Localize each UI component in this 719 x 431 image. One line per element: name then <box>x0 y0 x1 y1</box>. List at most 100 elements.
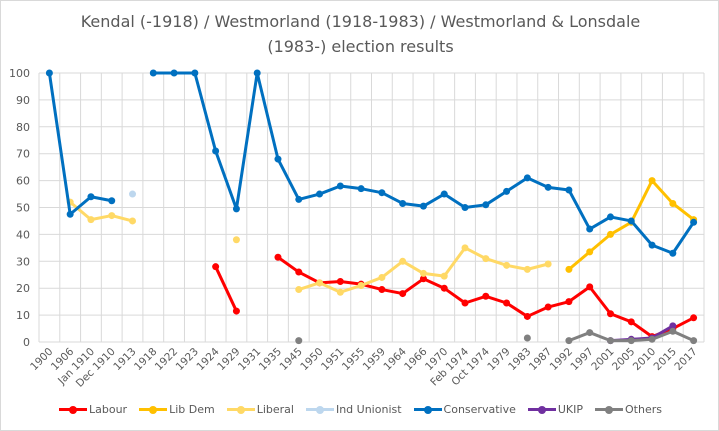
x-tick-label: 1922 <box>153 346 180 373</box>
legend-marker-icon <box>413 405 442 414</box>
data-point-conservative <box>149 69 157 77</box>
legend-marker-icon <box>139 405 168 414</box>
data-point-lib-dem <box>669 199 677 207</box>
data-point-liberal <box>357 282 365 290</box>
data-point-conservative <box>295 195 303 203</box>
data-point-liberal <box>523 265 531 273</box>
data-point-liberal <box>87 216 95 224</box>
y-tick-label: 70 <box>16 148 30 161</box>
x-tick-label: 1935 <box>257 346 284 373</box>
x-tick-label: 1923 <box>174 346 201 373</box>
data-point-liberal <box>440 272 448 280</box>
y-tick-label: 100 <box>9 67 30 80</box>
y-tick-label: 80 <box>16 121 30 134</box>
data-point-liberal <box>419 269 427 277</box>
data-point-labour <box>461 299 469 307</box>
data-point-conservative <box>274 155 282 163</box>
data-point-labour <box>295 268 303 276</box>
legend-item-others: Others <box>595 403 662 416</box>
data-point-conservative <box>461 204 469 211</box>
legend-label: Lib Dem <box>169 403 215 416</box>
data-point-labour <box>419 275 427 283</box>
legend-marker-icon <box>226 405 255 414</box>
legend-marker-icon <box>59 405 87 414</box>
data-point-liberal <box>482 255 490 263</box>
x-tick-label: 1913 <box>111 346 138 373</box>
data-point-labour <box>212 263 220 271</box>
data-point-liberal <box>295 286 303 294</box>
data-point-lib-dem <box>565 265 573 273</box>
data-point-conservative <box>336 182 344 190</box>
data-point-labour <box>482 292 490 300</box>
legend-label: Conservative <box>443 403 516 416</box>
data-point-ind-unionist <box>129 190 137 198</box>
data-point-labour <box>440 284 448 292</box>
data-point-liberal <box>461 244 469 252</box>
data-point-conservative <box>253 69 261 77</box>
data-point-liberal <box>129 217 137 225</box>
data-point-conservative <box>690 218 698 226</box>
data-point-conservative <box>606 213 614 221</box>
y-tick-label: 10 <box>16 309 30 322</box>
data-point-conservative <box>108 197 116 205</box>
data-point-labour <box>336 277 344 285</box>
x-tick-label: 1983 <box>506 346 533 373</box>
legend-label: Liberal <box>256 403 294 416</box>
y-tick-label: 30 <box>16 255 30 268</box>
data-point-conservative <box>66 210 74 218</box>
series-line-labour <box>214 266 238 312</box>
data-point-conservative <box>170 69 178 77</box>
legend-item-conservative: Conservative <box>413 403 516 416</box>
legend-item-labour: Labour <box>59 403 127 416</box>
data-point-liberal <box>378 273 386 281</box>
data-point-conservative <box>45 69 53 77</box>
data-point-others <box>295 337 303 345</box>
data-point-labour <box>274 253 282 261</box>
x-tick-label: 2001 <box>589 346 616 373</box>
data-point-conservative <box>648 241 656 249</box>
data-point-labour <box>544 303 552 311</box>
legend-item-lib-dem: Lib Dem <box>139 403 215 416</box>
x-tick-label: 1945 <box>277 346 304 373</box>
data-point-conservative <box>440 190 448 198</box>
x-tick-label: 1951 <box>319 346 346 373</box>
legend-item-ukip: UKIP <box>527 403 583 416</box>
data-point-others <box>606 337 614 345</box>
data-point-conservative <box>669 249 677 257</box>
x-tick-label: 2010 <box>631 346 658 373</box>
data-point-conservative <box>378 189 386 197</box>
data-point-lib-dem <box>606 230 614 238</box>
data-point-labour <box>399 290 407 298</box>
data-point-labour <box>606 310 614 318</box>
data-point-conservative <box>627 217 635 225</box>
y-tick-label: 50 <box>16 202 30 215</box>
data-point-labour <box>503 299 511 307</box>
data-point-others <box>627 337 635 345</box>
legend: Labour Lib Dem Liberal Ind Unionist Conserva… <box>1 403 718 416</box>
data-point-conservative <box>232 205 240 213</box>
data-point-labour <box>627 318 635 326</box>
data-point-others <box>586 329 594 337</box>
data-point-conservative <box>357 185 365 193</box>
x-tick-label: 1959 <box>361 346 388 373</box>
x-tick-label: 1966 <box>402 345 430 373</box>
series-line-liberal <box>69 200 133 223</box>
x-tick-label: 1924 <box>194 345 222 373</box>
data-point-others <box>669 327 677 335</box>
data-point-conservative <box>503 187 511 195</box>
x-tick-label: 1950 <box>298 346 325 373</box>
data-point-labour <box>232 307 240 315</box>
data-point-conservative <box>565 186 573 194</box>
data-point-labour <box>378 286 386 294</box>
legend-marker-icon <box>595 405 624 414</box>
data-point-others <box>690 337 698 345</box>
legend-item-liberal: Liberal <box>226 403 294 416</box>
data-point-lib-dem <box>648 177 656 185</box>
data-point-liberal <box>108 212 116 220</box>
legend-item-ind-unionist: Ind Unionist <box>305 403 402 416</box>
data-point-conservative <box>191 69 199 77</box>
y-tick-label: 60 <box>16 175 30 188</box>
data-point-ukip <box>669 322 677 330</box>
